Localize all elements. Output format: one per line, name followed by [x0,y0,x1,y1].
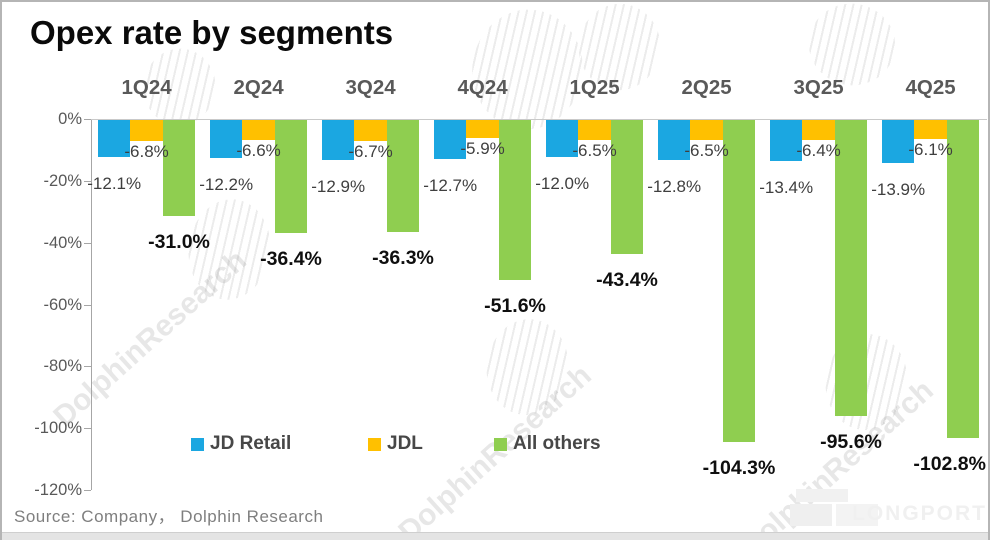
bar-jdl [914,120,947,139]
bar-label-jd-retail: -12.0% [535,174,590,194]
bar-label-jdl: -6.4% [796,140,841,160]
bar-jd-retail [322,120,355,160]
bar-label-all-others: -102.8% [913,452,986,475]
bar-label-jd-retail: -13.9% [871,179,926,199]
bar-label-jd-retail: -12.8% [647,176,702,196]
bar-label-jdl: -6.5% [572,141,617,161]
bar-label-jd-retail: -12.9% [311,176,366,196]
longport-logo-icon [836,504,878,526]
source-note: Source: Company， Dolphin Research [14,507,324,526]
bar-all-others [610,120,644,255]
all-others-swatch-icon [494,437,507,451]
chart-title: Opex rate by segments [30,14,394,51]
y-axis-line [91,119,92,490]
longport-logo: LONGPORT [790,486,986,530]
bar-all-others [498,120,532,280]
category-label: 4Q25 [905,76,956,99]
legend-label: JD Retail [210,433,292,454]
y-axis-tick [84,490,91,491]
longport-logo-icon [796,489,848,502]
bar-label-all-others: -104.3% [702,457,776,480]
legend-label: All others [513,433,601,454]
bar-jdl [354,120,387,141]
bar-label-all-others: -95.6% [820,430,882,453]
bar-label-jdl: -6.1% [908,139,953,159]
category-label: 1Q24 [121,76,172,99]
bar-label-jdl: -5.9% [460,139,505,159]
y-tick-label: 0% [58,110,82,128]
category-label: 2Q25 [681,76,732,99]
bar-all-others [834,120,868,416]
bar-label-jdl: -6.6% [236,141,281,161]
legend-item-jdl: JDL [368,433,423,455]
bar-jd-retail [882,120,915,163]
bar-jd-retail [658,120,691,160]
legend-item-all-others: All others [494,433,601,455]
y-axis-tick [84,243,91,244]
bar-label-all-others: -43.4% [596,269,658,292]
bar-label-all-others: -36.4% [260,247,322,270]
bar-jd-retail [546,120,579,158]
bar-label-jd-retail: -12.7% [423,176,478,196]
category-label: 4Q24 [457,76,508,99]
bar-jdl [242,120,275,141]
bar-label-all-others: -51.6% [484,294,546,317]
y-axis-tick [84,366,91,367]
bottom-border-strip [2,532,988,540]
bar-label-all-others: -36.3% [372,247,434,270]
zero-baseline [91,119,987,120]
bar-label-all-others: -31.0% [148,230,210,253]
bar-jdl [690,120,723,141]
bar-jdl [802,120,835,140]
y-tick-label: -20% [43,172,82,190]
legend-label: JDL [387,433,423,454]
jd-retail-swatch-icon [191,437,204,451]
category-label: 3Q24 [345,76,396,99]
bar-label-jd-retail: -12.2% [199,174,254,194]
legend: JD Retail JDL All others [2,433,988,457]
bar-jdl [466,120,499,139]
bar-jd-retail [434,120,467,160]
bar-all-others [722,120,756,443]
jdl-swatch-icon [368,437,381,451]
y-axis-tick [84,119,91,120]
bar-label-jdl: -6.8% [124,142,169,162]
y-axis-tick [84,305,91,306]
y-axis-tick [84,428,91,429]
y-tick-label: -100% [34,419,82,437]
longport-logo-icon [790,504,832,526]
bar-all-others [386,120,420,233]
bar-all-others [274,120,308,233]
category-label: 1Q25 [569,76,620,99]
bar-label-jd-retail: -12.1% [87,174,142,194]
y-tick-label: -40% [43,234,82,252]
y-tick-label: -60% [43,296,82,314]
bar-jd-retail [210,120,243,158]
y-tick-label: -120% [34,481,82,499]
bar-label-jdl: -6.7% [348,141,393,161]
y-tick-label: -80% [43,357,82,375]
bar-jdl [130,120,163,142]
bar-label-jd-retail: -13.4% [759,178,814,198]
bar-jd-retail [770,120,803,162]
category-label: 2Q24 [233,76,284,99]
bar-label-jdl: -6.5% [684,141,729,161]
bar-jd-retail [98,120,131,158]
bar-all-others [946,120,980,438]
bar-all-others [162,120,196,216]
legend-item-jd-retail: JD Retail [191,433,291,455]
bar-jdl [578,120,611,141]
longport-logo-text: LONGPORT [852,502,987,525]
category-label: 3Q25 [793,76,844,99]
y-axis-tick [84,181,91,182]
